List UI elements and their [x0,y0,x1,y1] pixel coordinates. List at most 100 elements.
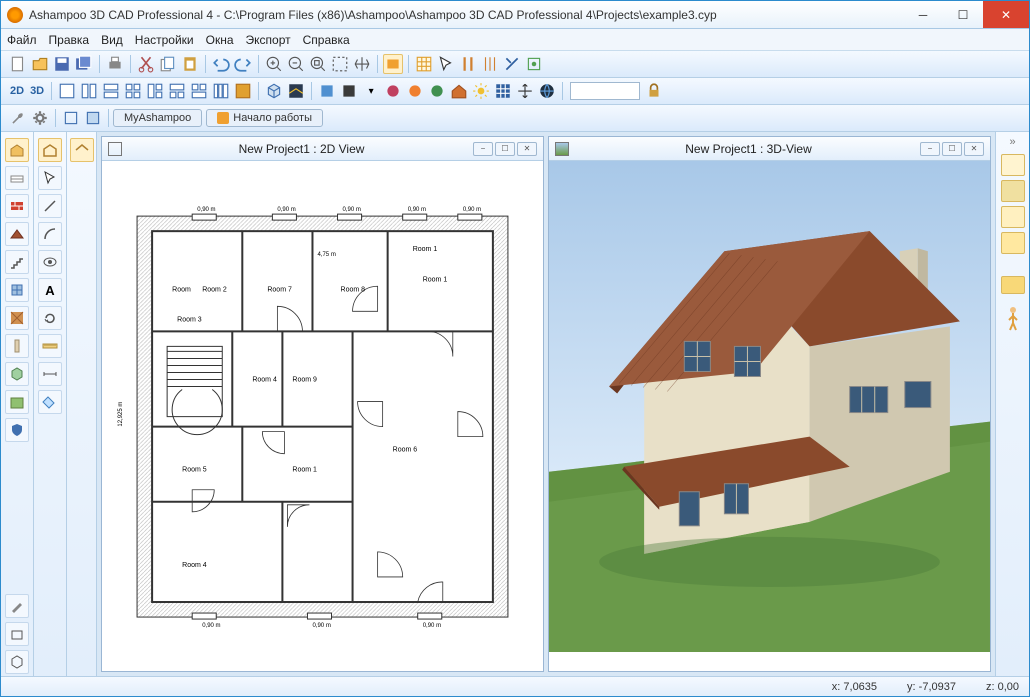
fill-tool-icon[interactable] [38,390,62,414]
snap3-icon[interactable] [502,54,522,74]
c5-icon[interactable] [405,81,425,101]
texture-icon[interactable] [5,306,29,330]
box-icon[interactable] [264,81,284,101]
2d-obj-icon[interactable] [5,622,29,646]
pan-icon[interactable] [352,54,372,74]
pane-2d-min[interactable]: − [473,142,493,156]
person-icon[interactable] [1006,306,1020,332]
layout3-icon[interactable] [101,81,121,101]
viewport-2d[interactable]: Room Room 2 Room 7 Room 8 Room 1 Room 3 … [102,161,543,671]
rect-icon[interactable] [383,54,403,74]
layout2-icon[interactable] [79,81,99,101]
move3d-icon[interactable] [515,81,535,101]
cat3-icon[interactable] [1001,206,1025,228]
cat4-icon[interactable] [1001,232,1025,254]
pane-3d-min[interactable]: − [920,142,940,156]
cat5-icon[interactable] [1001,276,1025,294]
cut-icon[interactable] [136,54,156,74]
zoom-out-icon[interactable] [286,54,306,74]
stairs-icon[interactable] [5,250,29,274]
house-tool-icon[interactable] [38,138,62,162]
pane-2d-max[interactable]: ☐ [495,142,515,156]
t2-icon[interactable] [83,108,103,128]
gear-icon[interactable] [30,108,50,128]
snap1-icon[interactable] [458,54,478,74]
grid-icon[interactable] [414,54,434,74]
wrench-icon[interactable] [8,108,28,128]
open-icon[interactable] [30,54,50,74]
print-icon[interactable] [105,54,125,74]
pane-2d-close[interactable]: ✕ [517,142,537,156]
line-tool-icon[interactable] [38,194,62,218]
layout6-icon[interactable] [167,81,187,101]
layout1-icon[interactable] [57,81,77,101]
menu-help[interactable]: Справка [303,33,350,47]
t1-icon[interactable] [61,108,81,128]
shield-icon[interactable] [5,418,29,442]
chevron-icon[interactable]: » [1009,136,1015,148]
layout5-icon[interactable] [145,81,165,101]
layer-dropdown[interactable] [570,82,640,100]
arc-tool-icon[interactable] [38,222,62,246]
paste-icon[interactable] [180,54,200,74]
plot-icon[interactable] [5,390,29,414]
zoom-window-icon[interactable] [330,54,350,74]
layout9-icon[interactable] [233,81,253,101]
lock-icon[interactable] [644,81,664,101]
redo-icon[interactable] [233,54,253,74]
mode-3d-button[interactable]: 3D [30,85,44,97]
3d-obj-icon[interactable] [5,650,29,674]
maximize-button[interactable]: ☐ [943,1,983,28]
mode-2d-button[interactable]: 2D [10,85,24,97]
column-icon[interactable] [5,334,29,358]
floor-icon[interactable] [5,166,29,190]
pane-3d-max[interactable]: ☐ [942,142,962,156]
c1-icon[interactable] [317,81,337,101]
snap2-icon[interactable] [480,54,500,74]
cat1-icon[interactable] [1001,154,1025,176]
c6-icon[interactable] [427,81,447,101]
persp-icon[interactable] [286,81,306,101]
roof-icon[interactable] [5,222,29,246]
c3-icon[interactable]: ▾ [361,81,381,101]
object-icon[interactable] [5,362,29,386]
grid3d-icon[interactable] [493,81,513,101]
new-icon[interactable] [8,54,28,74]
home-icon[interactable] [449,81,469,101]
zoom-in-icon[interactable] [264,54,284,74]
minimize-button[interactable]: ─ [903,1,943,28]
rotate-tool-icon[interactable] [38,306,62,330]
edit-points-icon[interactable] [5,594,29,618]
cursor-icon[interactable] [436,54,456,74]
menu-view[interactable]: Вид [101,33,123,47]
undo-icon[interactable] [211,54,231,74]
pane-3d-close[interactable]: ✕ [964,142,984,156]
tab-myashampoo[interactable]: MyAshampoo [113,109,202,127]
save-icon[interactable] [52,54,72,74]
building-icon[interactable] [5,138,29,162]
wall-red-icon[interactable] [5,194,29,218]
viewport-3d[interactable] [549,161,990,671]
dim-tool-icon[interactable] [38,362,62,386]
c4-icon[interactable] [383,81,403,101]
menu-export[interactable]: Экспорт [246,33,291,47]
window-icon[interactable] [5,278,29,302]
menu-file[interactable]: Файл [7,33,37,47]
c2-icon[interactable] [339,81,359,101]
zoom-fit-icon[interactable] [308,54,328,74]
snap4-icon[interactable] [524,54,544,74]
sun-icon[interactable] [471,81,491,101]
copy-icon[interactable] [158,54,178,74]
eye-tool-icon[interactable] [38,250,62,274]
layout4-icon[interactable] [123,81,143,101]
select-tool-icon[interactable] [38,166,62,190]
menu-edit[interactable]: Правка [49,33,90,47]
menu-windows[interactable]: Окна [206,33,234,47]
globe-icon[interactable] [537,81,557,101]
pan-view-icon[interactable] [70,138,94,162]
text-tool-icon[interactable]: A [38,278,62,302]
tab-getting-started[interactable]: Начало работы [206,109,323,127]
close-button[interactable]: ✕ [983,1,1029,28]
layout7-icon[interactable] [189,81,209,101]
menu-settings[interactable]: Настройки [135,33,194,47]
